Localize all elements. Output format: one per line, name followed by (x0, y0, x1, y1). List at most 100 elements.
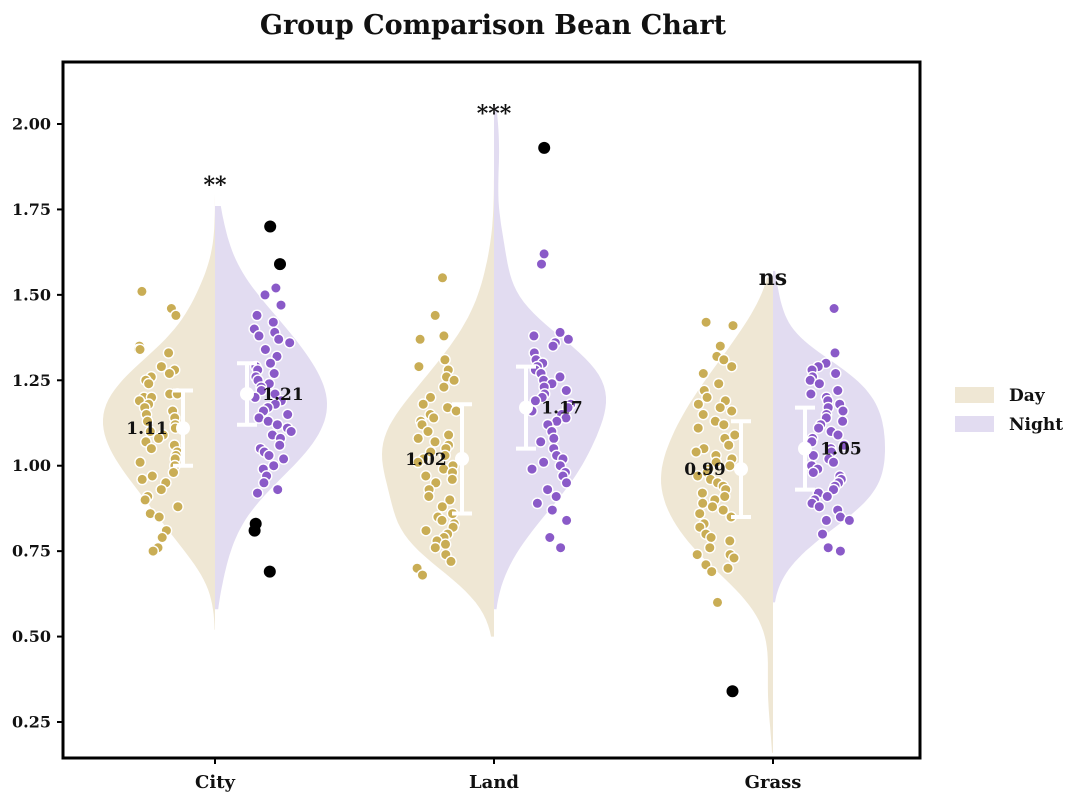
data-point-day (420, 524, 432, 537)
data-point-day (135, 285, 148, 298)
data-point-night (538, 247, 550, 260)
data-point-night (267, 316, 280, 329)
summary-layer (173, 361, 815, 519)
data-point-day (727, 319, 739, 332)
data-point-day (692, 398, 705, 411)
mean-point-night (240, 386, 254, 401)
mean-label-day: 1.02 (405, 450, 446, 470)
data-point-day (728, 429, 741, 441)
data-point-night (281, 408, 294, 421)
data-point-day (711, 596, 724, 609)
data-point-night (829, 346, 841, 359)
data-point-night (526, 463, 538, 475)
legend: Day Night (955, 386, 1063, 435)
x-tick-label: Grass (745, 772, 802, 793)
data-point-day (155, 360, 168, 373)
data-point-day (714, 340, 727, 352)
y-tick-label: 0.50 (12, 627, 51, 646)
data-point-day (163, 367, 176, 380)
mean-point-night (519, 400, 533, 415)
data-point-night (834, 545, 847, 557)
data-point-night (813, 500, 826, 513)
bean-day-land (382, 124, 494, 637)
data-point-day (145, 442, 158, 455)
data-point-night (535, 258, 548, 270)
data-point-night (531, 497, 544, 510)
data-point-night (821, 490, 834, 503)
data-point-night (554, 541, 567, 554)
y-tick-label: 0.75 (12, 542, 51, 561)
data-point-night (547, 340, 559, 352)
data-point-day (156, 531, 169, 544)
data-point-day (717, 353, 730, 366)
mean-point-day (176, 421, 190, 436)
data-point-day (697, 367, 710, 380)
data-point-day (167, 466, 180, 479)
mean-label-night: 1.05 (820, 440, 861, 460)
bean-day-city (103, 178, 215, 630)
mean-point-day (455, 451, 469, 466)
data-point-night (537, 456, 550, 469)
labels-layer: 1.11 1.21 ** 1.02 1.17 *** 0.99 1.05 ns (126, 101, 861, 480)
data-point-day (725, 360, 738, 373)
data-point-night (822, 541, 835, 554)
data-point-night (267, 459, 280, 472)
data-point-day (414, 333, 426, 346)
data-point-day (445, 555, 457, 568)
outlier-point-night (538, 141, 551, 154)
data-point-day (416, 569, 429, 581)
data-point-day (717, 418, 730, 431)
data-point-day (450, 405, 463, 417)
data-point-night (541, 483, 554, 496)
legend-swatch (955, 416, 994, 432)
data-point-night (543, 531, 556, 544)
data-point-night (275, 299, 287, 311)
data-point-day (417, 398, 430, 411)
data-point-day (442, 429, 455, 441)
data-point-day (712, 377, 725, 390)
data-point-day (134, 456, 147, 469)
data-point-day (439, 538, 452, 551)
data-point-night (534, 435, 547, 448)
data-point-night (528, 329, 540, 342)
data-point-night (554, 326, 566, 339)
data-point-day (412, 432, 425, 445)
data-point-night (263, 449, 275, 462)
beans-layer (103, 106, 885, 753)
data-point-day (136, 473, 149, 486)
data-point-day (436, 271, 449, 284)
mean-label-night: 1.21 (262, 385, 303, 405)
data-point-day (422, 490, 435, 503)
data-point-day (153, 511, 166, 523)
mean-label-day: 1.11 (126, 419, 167, 439)
data-point-night (251, 487, 264, 499)
outlier-point-night (264, 220, 277, 233)
data-point-day (691, 470, 704, 482)
data-point-day (705, 531, 717, 544)
data-point-night (268, 367, 281, 380)
plot-frame (61, 60, 922, 760)
data-point-day (692, 422, 705, 434)
data-point-day (723, 459, 736, 472)
data-point-day (427, 411, 440, 424)
data-point-night (837, 405, 849, 417)
mean-label-night: 1.17 (541, 399, 582, 419)
data-point-day (696, 497, 709, 510)
legend-label: Night (1009, 415, 1063, 435)
data-point-day (155, 483, 168, 496)
data-point-day (437, 381, 450, 393)
x-tick-label: Land (469, 772, 519, 793)
data-point-day (412, 360, 425, 373)
data-point-day (690, 446, 702, 458)
mean-label-day: 0.99 (684, 460, 725, 480)
data-point-night (813, 377, 826, 390)
data-point-night (259, 288, 271, 301)
data-point-night (259, 343, 272, 356)
data-point-night (560, 476, 573, 489)
data-point-day (723, 535, 736, 547)
data-point-day (448, 374, 460, 387)
data-point-day (144, 425, 157, 438)
data-point-day (722, 562, 734, 575)
data-point-night (562, 333, 575, 346)
data-point-night (253, 329, 265, 342)
